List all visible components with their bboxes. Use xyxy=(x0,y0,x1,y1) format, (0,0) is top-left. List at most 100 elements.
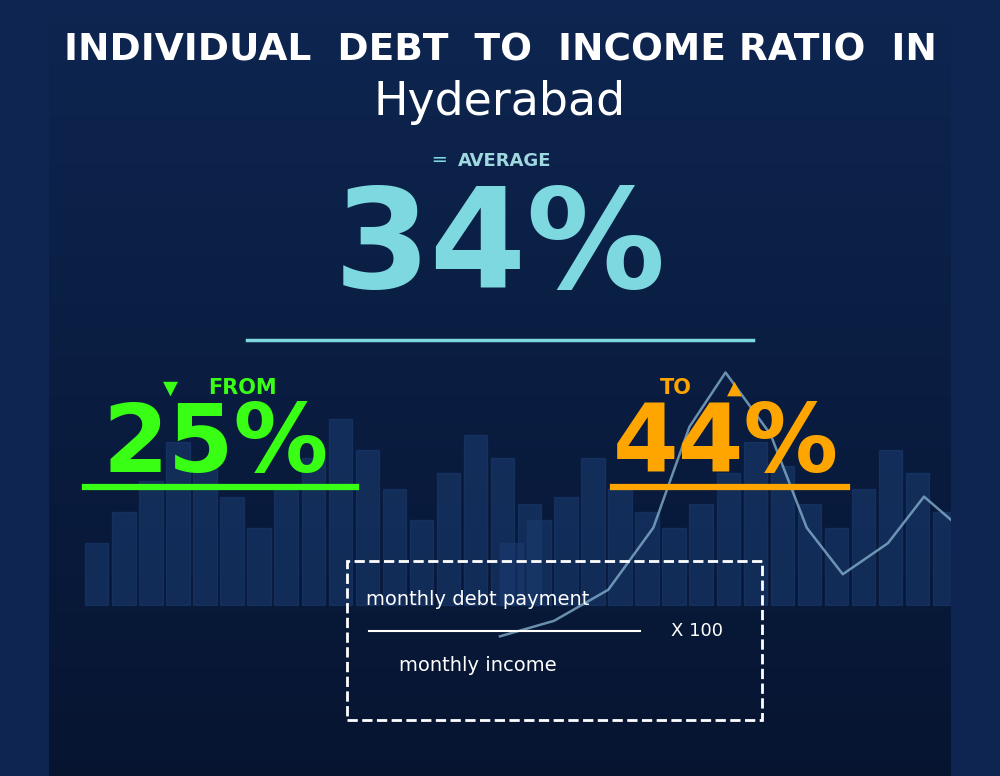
Bar xyxy=(49,636,951,644)
Bar xyxy=(49,202,951,210)
Bar xyxy=(49,365,951,372)
Bar xyxy=(689,504,713,605)
Bar xyxy=(49,714,951,722)
Bar xyxy=(49,70,951,78)
Bar xyxy=(744,442,767,605)
Text: ═: ═ xyxy=(433,151,445,170)
Bar xyxy=(500,543,523,605)
Bar xyxy=(49,621,951,629)
Bar xyxy=(49,698,951,706)
Bar xyxy=(581,458,605,605)
Bar xyxy=(49,466,951,473)
Text: X 100: X 100 xyxy=(671,622,723,640)
Bar xyxy=(49,272,951,279)
Bar xyxy=(49,582,951,590)
Bar xyxy=(49,660,951,667)
Bar xyxy=(933,512,956,605)
Bar xyxy=(49,310,951,318)
Bar xyxy=(49,210,951,217)
Bar xyxy=(49,605,951,613)
Bar xyxy=(608,489,632,605)
Bar xyxy=(717,473,740,605)
Bar xyxy=(49,590,951,598)
Bar xyxy=(49,132,951,140)
Bar xyxy=(247,528,271,605)
Bar xyxy=(49,47,951,54)
Bar xyxy=(49,217,951,225)
Bar xyxy=(662,528,686,605)
Bar xyxy=(302,458,325,605)
Bar xyxy=(49,194,951,202)
Bar xyxy=(491,458,514,605)
Bar xyxy=(49,691,951,698)
Bar xyxy=(49,357,951,365)
Bar xyxy=(49,54,951,62)
Text: 44%: 44% xyxy=(612,400,839,492)
Bar xyxy=(49,566,951,574)
Text: TO: TO xyxy=(660,378,692,398)
Text: FROM: FROM xyxy=(209,378,277,398)
Bar xyxy=(49,458,951,466)
Bar xyxy=(49,62,951,70)
Bar xyxy=(49,652,951,660)
Bar xyxy=(49,225,951,233)
Bar xyxy=(49,450,951,458)
Bar xyxy=(49,559,951,566)
Bar xyxy=(798,504,821,605)
Text: AVERAGE: AVERAGE xyxy=(458,151,551,170)
Bar xyxy=(49,435,951,442)
Text: Hyderabad: Hyderabad xyxy=(374,80,626,125)
Bar xyxy=(49,629,951,636)
Bar xyxy=(49,419,951,427)
Bar xyxy=(49,598,951,605)
Bar xyxy=(879,450,902,605)
Bar xyxy=(49,256,951,264)
Bar xyxy=(49,380,951,388)
Bar xyxy=(49,326,951,334)
Bar xyxy=(906,473,929,605)
Text: ▼: ▼ xyxy=(163,379,178,397)
Bar xyxy=(49,109,951,116)
Bar xyxy=(49,706,951,714)
Bar xyxy=(852,489,875,605)
Bar xyxy=(85,543,108,605)
Bar xyxy=(49,574,951,582)
Bar xyxy=(49,528,951,535)
Bar xyxy=(49,388,951,396)
Bar xyxy=(193,466,217,605)
Bar xyxy=(518,504,541,605)
Text: monthly income: monthly income xyxy=(399,656,556,675)
Bar xyxy=(166,442,190,605)
Bar xyxy=(49,155,951,163)
Bar xyxy=(49,613,951,621)
Bar xyxy=(49,16,951,23)
Bar xyxy=(49,233,951,241)
Bar xyxy=(274,489,298,605)
Bar xyxy=(49,442,951,450)
Bar xyxy=(49,427,951,435)
Bar xyxy=(771,466,794,605)
Bar xyxy=(49,396,951,404)
Bar xyxy=(49,372,951,380)
Bar xyxy=(49,341,951,349)
Bar xyxy=(49,768,951,776)
Bar xyxy=(49,171,951,178)
Bar xyxy=(49,497,951,504)
Bar xyxy=(49,318,951,326)
Bar xyxy=(49,78,951,85)
Bar xyxy=(49,551,951,559)
Bar xyxy=(49,349,951,357)
Bar xyxy=(49,489,951,497)
Bar xyxy=(49,85,951,93)
Bar xyxy=(49,683,951,691)
Bar xyxy=(49,140,951,147)
Bar xyxy=(49,667,951,675)
Bar xyxy=(49,504,951,512)
Bar xyxy=(356,450,379,605)
Bar xyxy=(49,39,951,47)
Bar xyxy=(49,295,951,303)
Bar xyxy=(49,722,951,729)
Bar xyxy=(49,404,951,411)
Bar xyxy=(329,419,352,605)
Bar xyxy=(410,520,433,605)
